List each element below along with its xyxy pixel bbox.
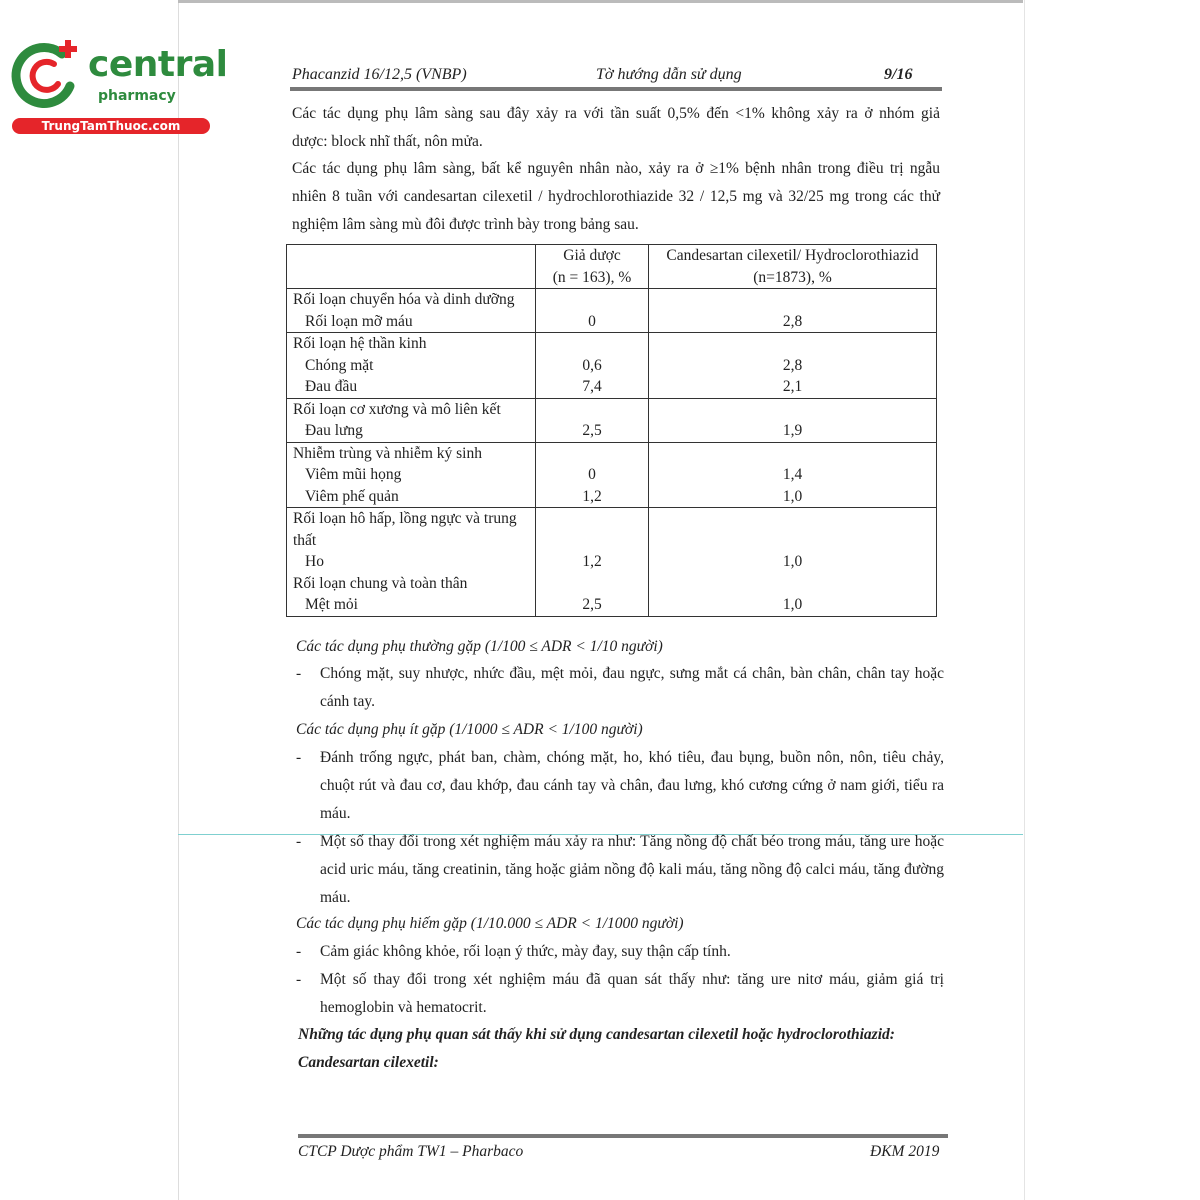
category-label: Rối loạn hô hấp, lồng ngực và trung thất: [293, 510, 517, 549]
scan-artifact-line: [178, 834, 1023, 835]
bullet-text: Cảm giác không khỏe, rối loạn ý thức, mà…: [320, 943, 731, 960]
value: 0: [588, 466, 596, 483]
bullet-text: Chóng mặt, suy nhược, nhức đầu, mệt mỏi,…: [320, 665, 944, 710]
logo-site: TrungTamThuoc.com: [12, 118, 210, 134]
drug-cell: 1,9: [648, 397, 937, 443]
category-cell: Rối loạn hệ thần kinh Chóng mặt Đau đầu: [286, 332, 536, 399]
table-row: Rối loạn hệ thần kinh Chóng mặt Đau đầu 0,…: [286, 332, 937, 399]
header-cell-drug: Candesartan cilexetil/ Hydroclorothiazid…: [648, 244, 937, 289]
candesartan-heading: Candesartan cilexetil:: [298, 1054, 439, 1071]
bullet-item: - Một số thay đổi trong xét nghiệm máu đã…: [296, 966, 944, 1022]
bullet-text: Đánh trống ngực, phát ban, chàm, chóng m…: [320, 749, 944, 822]
header-page-number: 9/16: [884, 66, 913, 83]
value: 1,0: [782, 487, 803, 505]
value: 1,0: [782, 553, 803, 570]
intro-paragraph-2: Các tác dụng phụ lâm sàng, bất kể nguyên…: [292, 155, 940, 239]
category-cell: Nhiễm trùng và nhiễm ký sinh Viêm mũi họn…: [286, 441, 536, 508]
placebo-cell: 0 1,2: [535, 441, 649, 508]
bullet-item: - Đánh trống ngực, phát ban, chàm, chóng …: [296, 744, 944, 828]
central-pharmacy-logo: central pharmacy TrungTamThuoc.com: [10, 38, 228, 138]
table-row: Nhiễm trùng và nhiễm ký sinh Viêm mũi họn…: [286, 441, 937, 508]
header-text: Candesartan cilexetil/ Hydroclorothiazid: [666, 247, 919, 264]
bullet-text: Một số thay đổi trong xét nghiệm máu đã …: [320, 971, 944, 1016]
header-text: Giả dược: [563, 247, 621, 264]
header-product: Phacanzid 16/12,5 (VNBP): [292, 66, 467, 83]
category-label: Rối loạn cơ xương và mô liên kết: [293, 400, 501, 418]
logo-mark-icon: [11, 40, 77, 108]
adverse-effects-table: Giả dược (n = 163), % Candesartan cilexet…: [286, 244, 937, 617]
header-cell-empty: [286, 244, 536, 289]
value: 2,5: [582, 422, 602, 439]
logo-sub: pharmacy: [98, 88, 176, 104]
category-label: Rối loạn chung và toàn thân: [293, 574, 468, 592]
header-text: (n = 163), %: [552, 268, 632, 286]
table-row: Rối loạn chuyển hóa và dinh dưỡng Rối loạ…: [286, 288, 937, 333]
effect-name: Viêm mũi họng: [305, 466, 402, 483]
footer-rule: [298, 1134, 948, 1138]
effect-name: Đau lưng: [305, 422, 363, 439]
text-line: nghiệm lâm sàng mù đôi được trình bày tr…: [292, 216, 639, 233]
text-line: dược: block nhĩ thất, nôn mửa.: [292, 133, 483, 150]
observed-heading: Những tác dụng phụ quan sát thấy khi sử …: [298, 1026, 895, 1043]
header-cell-placebo: Giả dược (n = 163), %: [535, 244, 649, 289]
bullet-item: - Cảm giác không khỏe, rối loạn ý thức, m…: [296, 938, 944, 966]
effect-name: Chóng mặt: [305, 356, 374, 374]
text-line: Các tác dụng phụ lâm sàng, bất kể nguyên…: [292, 160, 940, 177]
value: 0,6: [582, 356, 602, 374]
header-doc-title: Tờ hướng dẫn sử dụng: [596, 66, 742, 83]
category-label: Rối loạn hệ thần kinh: [293, 335, 427, 352]
table-row: Rối loạn hô hấp, lồng ngực và trung thất…: [286, 507, 937, 617]
text-line: nhiên 8 tuần với candesartan cilexetil /…: [292, 188, 940, 205]
section-rare-heading: Các tác dụng phụ hiếm gặp (1/10.000 ≤ AD…: [296, 915, 684, 932]
drug-cell: 2,8 2,1: [648, 332, 937, 399]
placebo-cell: 1,2 2,5: [535, 507, 649, 617]
bullet-item: - Chóng mặt, suy nhược, nhức đầu, mệt mỏi…: [296, 660, 944, 716]
header-text: (n=1873), %: [753, 268, 832, 286]
placebo-cell: 0: [535, 288, 649, 333]
effect-name: Rối loạn mỡ máu: [305, 312, 413, 330]
category-label: Rối loạn chuyển hóa và dinh dưỡng: [293, 291, 515, 308]
value: 1,0: [782, 596, 803, 613]
value: 2,5: [582, 596, 602, 613]
text-line: Các tác dụng phụ lâm sàng sau đây xảy ra…: [292, 105, 940, 122]
category-cell: Rối loạn chuyển hóa và dinh dưỡng Rối loạ…: [286, 288, 536, 333]
effect-name: Đau đầu: [305, 378, 358, 395]
value: 1,9: [782, 422, 803, 439]
section-uncommon-heading: Các tác dụng phụ ít gặp (1/1000 ≤ ADR < …: [296, 721, 643, 738]
value: 1,2: [582, 553, 602, 570]
value: 2,8: [782, 312, 803, 330]
effect-name: Viêm phế quản: [305, 487, 399, 505]
category-cell: Rối loạn cơ xương và mô liên kết Đau lưng: [286, 397, 536, 443]
scan-edge: [178, 0, 1023, 3]
header-rule: [290, 87, 942, 91]
category-cell: Rối loạn hô hấp, lồng ngực và trung thất…: [286, 507, 536, 617]
drug-cell: 2,8: [648, 288, 937, 333]
placebo-cell: 2,5: [535, 397, 649, 443]
logo-brand: central: [88, 44, 228, 85]
category-label: Nhiễm trùng và nhiễm ký sinh: [293, 444, 482, 462]
table-header-row: Giả dược (n = 163), % Candesartan cilexet…: [286, 244, 937, 289]
value: 1,4: [782, 466, 803, 483]
bullet-text: Một số thay đổi trong xét nghiệm máu xảy…: [320, 833, 944, 906]
value: 2,1: [782, 378, 803, 395]
intro-paragraph-1: Các tác dụng phụ lâm sàng sau đây xảy ra…: [292, 100, 940, 156]
value: 0: [588, 312, 596, 330]
drug-cell: 1,4 1,0: [648, 441, 937, 508]
value: 2,8: [782, 356, 803, 374]
value: 7,4: [582, 378, 602, 395]
footer-company: CTCP Dược phẩm TW1 – Pharbaco: [298, 1143, 524, 1160]
table-row: Rối loạn cơ xương và mô liên kết Đau lưng…: [286, 397, 937, 443]
effect-name: Ho: [305, 553, 324, 570]
placebo-cell: 0,6 7,4: [535, 332, 649, 399]
section-common-heading: Các tác dụng phụ thường gặp (1/100 ≤ ADR…: [296, 638, 663, 655]
bullet-item: - Một số thay đổi trong xét nghiệm máu xả…: [296, 828, 944, 912]
drug-cell: 1,0 1,0: [648, 507, 937, 617]
value: 1,2: [582, 487, 602, 505]
footer-code: ĐKM 2019: [870, 1143, 940, 1160]
effect-name: Mệt mỏi: [305, 596, 358, 613]
